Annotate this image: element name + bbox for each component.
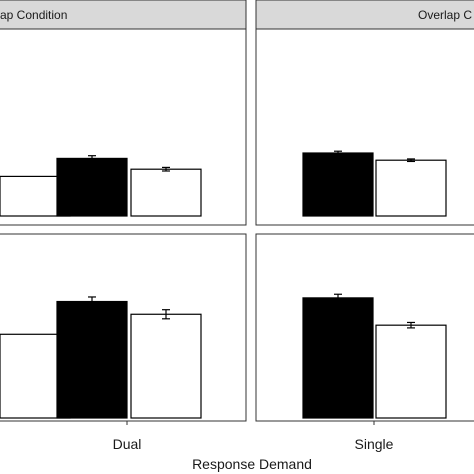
bar-p1-dual-s1: [56, 157, 128, 217]
strip-top-left: [0, 0, 247, 30]
bar-p4-single-s2: [375, 324, 447, 419]
bar-p3-dual-s2: [130, 313, 202, 419]
bar-p1-dual-s2: [130, 168, 202, 217]
strip-label-top-right: Overlap C: [418, 8, 472, 22]
bar-p4-single-s1: [302, 297, 374, 419]
strip-top-right: [255, 0, 474, 30]
x-tick-label-dual: Dual: [113, 436, 142, 452]
bar-marks: [0, 150, 447, 419]
bar-p3-dual-s1: [56, 300, 128, 419]
strip-label-top-left: ap Condition: [0, 8, 67, 22]
bar-p2-single-s2: [375, 159, 447, 217]
x-tick-label-single: Single: [355, 436, 394, 452]
bar-p2-single-s1: [302, 152, 374, 217]
x-axis-title: Response Demand: [192, 456, 312, 472]
